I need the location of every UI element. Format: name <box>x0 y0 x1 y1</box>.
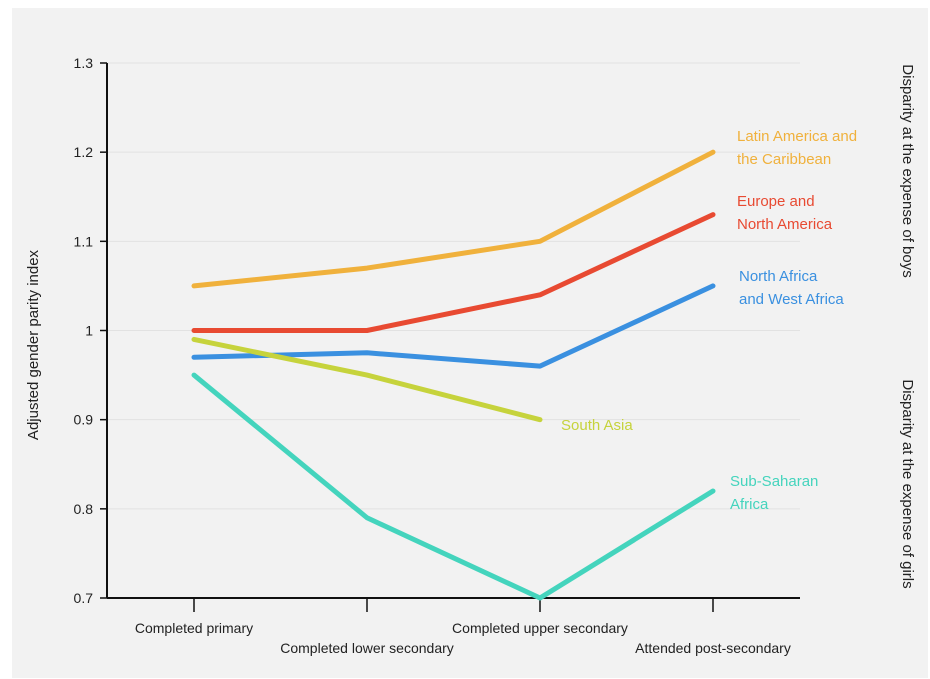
series-label-line: and West Africa <box>739 291 844 308</box>
series-label-line: Sub-Saharan <box>730 473 818 490</box>
series-label: North Africa and West Africa <box>739 268 844 308</box>
series-label-line: Latin America and <box>737 128 857 145</box>
y-tick-label: 1.3 <box>74 55 94 71</box>
series-label-line: North Africa <box>739 268 818 285</box>
side-note-girls: Disparity at the expense of girls <box>899 379 916 588</box>
series-line <box>191 372 716 601</box>
y-tick-label: 0.8 <box>74 501 94 517</box>
y-tick-label: 0.9 <box>74 412 94 428</box>
x-tick-label: Completed primary <box>135 620 253 636</box>
series-label-line: Africa <box>730 496 769 513</box>
y-tick-label: 1.2 <box>74 144 94 160</box>
series-label: Europe and North America <box>737 193 833 233</box>
series-line <box>191 149 716 289</box>
series-line <box>191 336 543 423</box>
series-label-line: North America <box>737 216 833 233</box>
y-tick-label: 1.1 <box>74 233 94 249</box>
x-tick-label: Completed lower secondary <box>280 640 454 656</box>
series-label: Sub-Saharan Africa <box>730 473 818 513</box>
series-label-line: the Caribbean <box>737 151 831 168</box>
y-axis-title: Adjusted gender parity index <box>25 249 42 440</box>
series-label: Latin America and the Caribbean <box>737 128 857 168</box>
side-note-boys: Disparity at the expense of boys <box>899 64 916 277</box>
series-lines <box>191 149 716 601</box>
y-tick-label: 0.7 <box>74 590 94 606</box>
x-tick-label: Completed upper secondary <box>452 620 628 636</box>
series-labels: Latin America and the Caribbean Europe and… <box>561 128 857 513</box>
series-label: South Asia <box>561 417 633 434</box>
y-tick-label: 1 <box>85 323 93 339</box>
series-label-line: South Asia <box>561 417 633 434</box>
x-tick-label: Attended post-secondary <box>635 640 791 656</box>
series-label-line: Europe and <box>737 193 815 210</box>
axes: 0.7 0.8 0.9 1 1.1 1.2 1.3 Completed primary Comp… <box>74 55 800 656</box>
series-line <box>191 212 716 333</box>
